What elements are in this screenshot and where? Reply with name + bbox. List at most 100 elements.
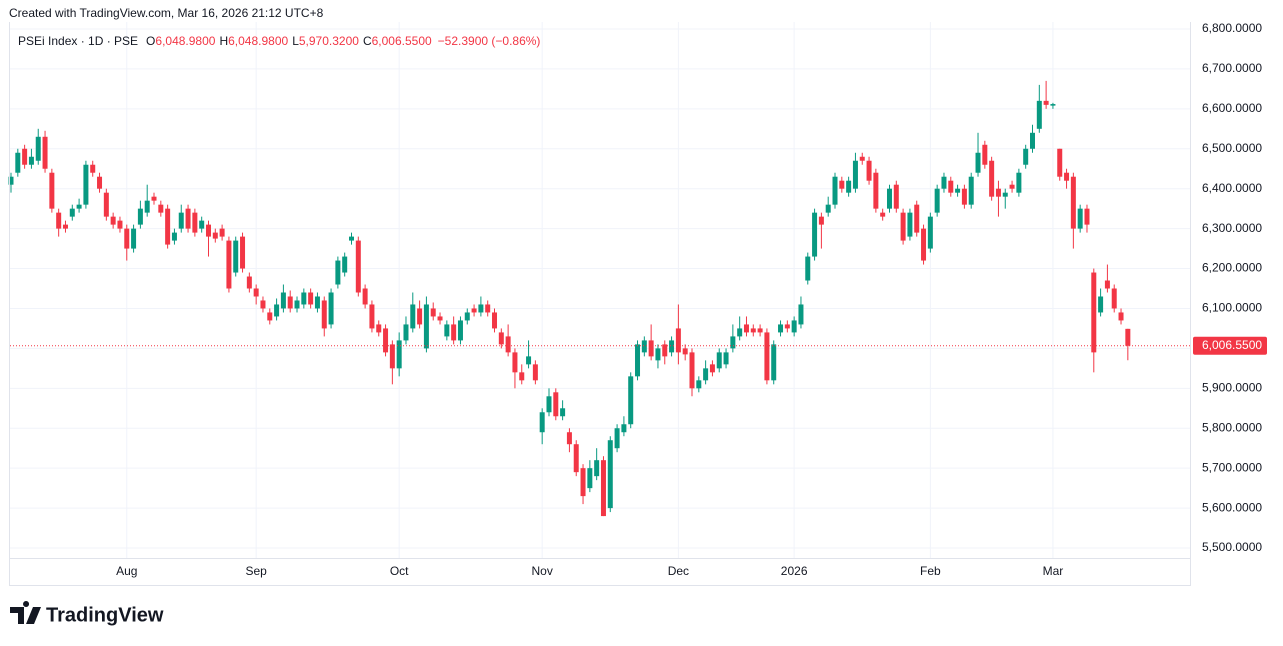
- candle-body: [62, 224, 68, 229]
- candle-body: [961, 188, 967, 205]
- candle-body: [342, 256, 348, 273]
- ohlc: O6,048.9800 H6,048.9800 L5,970.3200 C6,006.…: [146, 34, 432, 48]
- candle-body: [982, 144, 988, 165]
- candle-body: [396, 340, 402, 369]
- ohlc-label: H: [219, 34, 228, 48]
- candle-body: [437, 316, 443, 321]
- candle-body: [274, 304, 280, 317]
- y-tick-label: 5,500.0000: [1202, 540, 1262, 554]
- ohlc-label: C: [363, 34, 372, 48]
- candle-body: [178, 212, 184, 229]
- candle-body: [723, 352, 729, 365]
- candle-body: [655, 348, 661, 361]
- candle-body: [532, 364, 538, 381]
- candle-body: [995, 188, 1001, 197]
- candle-body: [246, 276, 252, 289]
- candle-body: [927, 216, 933, 249]
- candle-body: [512, 352, 518, 373]
- candle-body: [471, 308, 477, 313]
- candle-body: [648, 340, 654, 357]
- candle-body: [798, 304, 804, 325]
- candle-body: [757, 328, 763, 333]
- candle-body: [600, 460, 606, 517]
- candle-body: [165, 208, 171, 245]
- candle-body: [69, 208, 75, 217]
- candle-body: [628, 376, 634, 425]
- candle-body: [15, 152, 21, 173]
- candle-body: [791, 320, 797, 333]
- candle-body: [662, 344, 668, 357]
- candle-body: [607, 440, 613, 509]
- candle-body: [308, 292, 314, 305]
- candle-body: [240, 236, 246, 269]
- y-tick-label: 6,100.0000: [1202, 301, 1262, 315]
- candle-body: [750, 328, 756, 333]
- y-tick-label: 5,600.0000: [1202, 500, 1262, 514]
- candle-body: [778, 324, 784, 333]
- candle-body: [144, 200, 150, 213]
- candle-body: [948, 180, 954, 193]
- candle-body: [832, 176, 838, 205]
- created-note: Created with TradingView.com, Mar 16, 20…: [9, 6, 324, 20]
- candle-body: [519, 372, 525, 381]
- candle-body: [219, 228, 225, 237]
- candle-body: [485, 304, 491, 313]
- candle-body: [8, 176, 14, 185]
- candle-body: [158, 204, 164, 213]
- candle-body: [110, 216, 116, 225]
- candle-body: [771, 344, 777, 381]
- candle-body: [635, 344, 641, 377]
- candle-body: [260, 300, 266, 309]
- candle-body: [1104, 280, 1110, 289]
- candle-body: [546, 396, 552, 413]
- y-tick-label: 6,800.0000: [1202, 21, 1262, 35]
- candle-body: [253, 288, 259, 297]
- candle-body: [852, 160, 858, 189]
- candle-body: [566, 432, 572, 445]
- y-tick-label: 6,700.0000: [1202, 61, 1262, 75]
- candle-body: [1050, 104, 1056, 106]
- candle-body: [900, 212, 906, 241]
- candle-body: [1118, 312, 1124, 321]
- y-tick-label: 5,800.0000: [1202, 420, 1262, 434]
- candle-body: [1016, 172, 1022, 193]
- candle-body: [49, 172, 55, 209]
- candle-body: [743, 324, 749, 333]
- candle-body: [805, 256, 811, 281]
- ohlc-value: 6,048.9800: [228, 34, 288, 48]
- candle-body: [90, 164, 96, 173]
- legend: PSEi Index · 1D · PSE O6,048.9800 H6,048.9…: [18, 34, 540, 48]
- candle-body: [921, 228, 927, 261]
- candle-body: [669, 340, 675, 353]
- candle-body: [716, 352, 722, 369]
- candle-body: [614, 428, 620, 449]
- candle-body: [1030, 132, 1035, 149]
- ohlc-value: 5,970.3200: [299, 34, 359, 48]
- candle-body: [294, 300, 300, 309]
- candle-body: [199, 220, 205, 229]
- candle-body: [117, 220, 123, 229]
- candle-body: [641, 340, 647, 353]
- ohlc-value: 6,048.9800: [155, 34, 215, 48]
- candle-body: [703, 368, 709, 381]
- x-tick-label: Nov: [532, 564, 553, 578]
- candle-body: [560, 408, 566, 417]
- candle-body: [383, 328, 389, 353]
- candle-body: [417, 308, 423, 325]
- candle-body: [97, 176, 103, 189]
- x-tick-label: Sep: [245, 564, 267, 578]
- candle-body: [1064, 172, 1070, 181]
- candle-body: [737, 328, 743, 337]
- candle-body: [587, 468, 593, 489]
- candle-body: [430, 308, 436, 317]
- candle-body: [784, 324, 790, 329]
- candle-body: [301, 292, 307, 305]
- candle-body: [151, 196, 157, 201]
- y-tick-label: 6,500.0000: [1202, 141, 1262, 155]
- candle-body: [131, 228, 137, 249]
- candle-body: [451, 324, 457, 341]
- y-tick-label: 6,600.0000: [1202, 101, 1262, 115]
- candle-body: [873, 172, 879, 209]
- x-tick-label: Aug: [116, 564, 137, 578]
- candle-body: [839, 180, 845, 189]
